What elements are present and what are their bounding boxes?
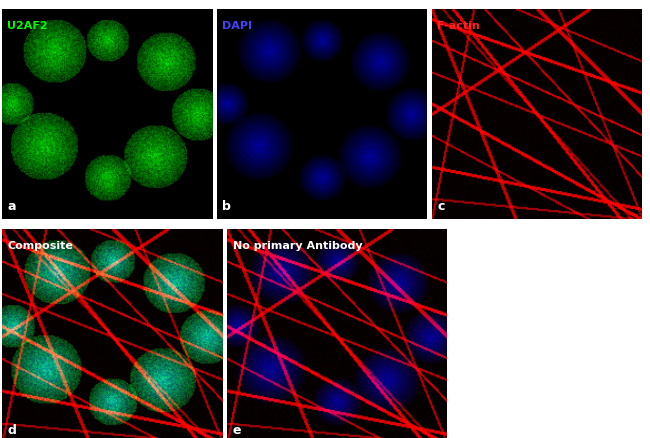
Text: a: a [7, 199, 16, 212]
Text: DAPI: DAPI [222, 21, 252, 31]
Text: U2AF2: U2AF2 [7, 21, 48, 31]
Text: d: d [8, 424, 16, 436]
Text: Composite: Composite [8, 240, 73, 250]
Text: b: b [222, 199, 231, 212]
Text: e: e [233, 424, 241, 436]
Text: No primary Antibody: No primary Antibody [233, 240, 362, 250]
Text: c: c [437, 199, 445, 212]
Text: F-actin: F-actin [437, 21, 480, 31]
